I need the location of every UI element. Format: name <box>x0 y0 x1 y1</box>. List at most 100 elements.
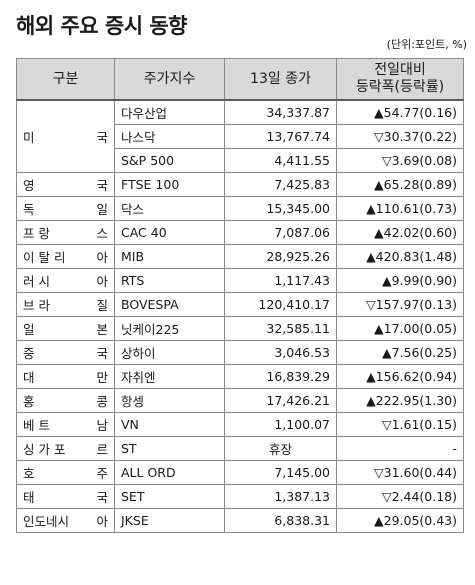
country-name-right: 주 <box>96 466 108 481</box>
index-name: MIB <box>114 244 225 269</box>
change-value: ▽3.69(0.08) <box>336 148 464 173</box>
country-name-left: 러 시 <box>23 274 50 289</box>
header-change-line1: 전일대비 <box>374 62 426 78</box>
header-row: 구분 주가지수 13일 종가 전일대비 등락폭(등락률) <box>16 58 464 101</box>
index-name: 나스닥 <box>114 124 225 149</box>
change-value: ▲9.99(0.90) <box>336 268 464 293</box>
index-name: CAC 40 <box>114 220 225 245</box>
close-value: 7,425.83 <box>224 172 337 197</box>
close-value: 6,838.31 <box>224 508 337 533</box>
index-name: RTS <box>114 268 225 293</box>
close-value: 1,117.43 <box>224 268 337 293</box>
table-row: 일 본 닛케이225 32,585.11 ▲17.00(0.05) <box>16 316 464 341</box>
change-value: ▽31.60(0.44) <box>336 460 464 485</box>
change-value: ▲17.00(0.05) <box>336 316 464 341</box>
close-value: 17,426.21 <box>224 388 337 413</box>
country-name-right: 스 <box>96 226 108 241</box>
table-row: 베 트 남 VN 1,100.07 ▽1.61(0.15) <box>16 412 464 437</box>
index-name: BOVESPA <box>114 292 225 317</box>
country-name-left: 영 <box>23 178 35 193</box>
close-value: 16,839.29 <box>224 364 337 389</box>
table-row: 미 국 다우산업 34,337.87 ▲54.77(0.16) <box>16 99 464 173</box>
close-value: 34,337.87 <box>224 99 337 125</box>
country-cell: 인도네시 아 <box>16 508 115 533</box>
country-name-left: 독 <box>23 202 35 217</box>
table-row: 싱 가 포 르 ST 휴장 - <box>16 436 464 461</box>
country-name-right: 국 <box>96 178 108 193</box>
change-value: ▽157.97(0.13) <box>336 292 464 317</box>
country-name-left: 홍 <box>23 394 35 409</box>
table-row: 중 국 상하이 3,046.53 ▲7.56(0.25) <box>16 340 464 365</box>
country-name-right: 국 <box>96 490 108 505</box>
header-close: 13일 종가 <box>224 58 337 101</box>
close-value: 3,046.53 <box>224 340 337 365</box>
close-value: 120,410.17 <box>224 292 337 317</box>
change-value: ▲42.02(0.60) <box>336 220 464 245</box>
index-name: S&P 500 <box>114 148 225 173</box>
table-row: 대 만 자취엔 16,839.29 ▲156.62(0.94) <box>16 364 464 389</box>
close-value: 휴장 <box>224 436 337 461</box>
country-name-right: 국 <box>96 130 108 145</box>
country-name-right: 질 <box>96 298 108 313</box>
market-table: 구분 주가지수 13일 종가 전일대비 등락폭(등락률) 미 국 다우산업 34… <box>16 58 464 533</box>
country-name-left: 브 라 <box>23 298 50 313</box>
change-value: ▲222.95(1.30) <box>336 388 464 413</box>
close-value: 1,387.13 <box>224 484 337 509</box>
change-value: ▲156.62(0.94) <box>336 364 464 389</box>
index-name: 자취엔 <box>114 364 225 389</box>
index-name: VN <box>114 412 225 437</box>
close-value: 7,087.06 <box>224 220 337 245</box>
index-name: 닥스 <box>114 196 225 221</box>
country-name-left: 프 랑 <box>23 226 50 241</box>
index-name: FTSE 100 <box>114 172 225 197</box>
country-name-left: 대 <box>23 370 35 385</box>
close-value: 4,411.55 <box>224 148 337 173</box>
country-name-right: 아 <box>96 514 108 529</box>
country-name-left: 인도네시 <box>23 514 70 529</box>
header-change: 전일대비 등락폭(등락률) <box>336 58 464 101</box>
change-value: ▲420.83(1.48) <box>336 244 464 269</box>
country-name-right: 국 <box>96 346 108 361</box>
header-change-line2: 등락폭(등락률) <box>355 79 445 95</box>
change-value: ▽2.44(0.18) <box>336 484 464 509</box>
country-name-left: 싱 가 포 <box>23 442 66 457</box>
table-row: 홍 콩 항셍 17,426.21 ▲222.95(1.30) <box>16 388 464 413</box>
table-row: S&P 500 4,411.55 ▽3.69(0.08) <box>17 148 464 173</box>
change-value: - <box>336 436 464 461</box>
index-name: 다우산업 <box>114 99 225 125</box>
country-name-left: 태 <box>23 490 35 505</box>
change-value: ▲65.28(0.89) <box>336 172 464 197</box>
index-name: ST <box>114 436 225 461</box>
country-name-left: 미 <box>23 130 35 145</box>
header-index: 주가지수 <box>114 58 225 101</box>
index-name: 상하이 <box>114 340 225 365</box>
close-value: 28,925.26 <box>224 244 337 269</box>
index-name: SET <box>114 484 225 509</box>
country-name-right: 본 <box>96 322 108 337</box>
country-name-left: 호 <box>23 466 35 481</box>
table-row: 나스닥 13,767.74 ▽30.37(0.22) <box>17 124 464 149</box>
country-name-right: 콩 <box>96 394 108 409</box>
table-row: 태 국 SET 1,387.13 ▽2.44(0.18) <box>16 484 464 509</box>
close-value: 13,767.74 <box>224 124 337 149</box>
index-name: 닛케이225 <box>114 316 225 341</box>
header-region: 구분 <box>16 58 115 101</box>
country-name-left: 중 <box>23 346 35 361</box>
close-value: 1,100.07 <box>224 412 337 437</box>
close-value: 15,345.00 <box>224 196 337 221</box>
country-name-right: 아 <box>96 250 108 265</box>
country-name-right: 일 <box>96 202 108 217</box>
change-value: ▲110.61(0.73) <box>336 196 464 221</box>
table-row: 인도네시 아 JKSE 6,838.31 ▲29.05(0.43) <box>16 508 464 533</box>
